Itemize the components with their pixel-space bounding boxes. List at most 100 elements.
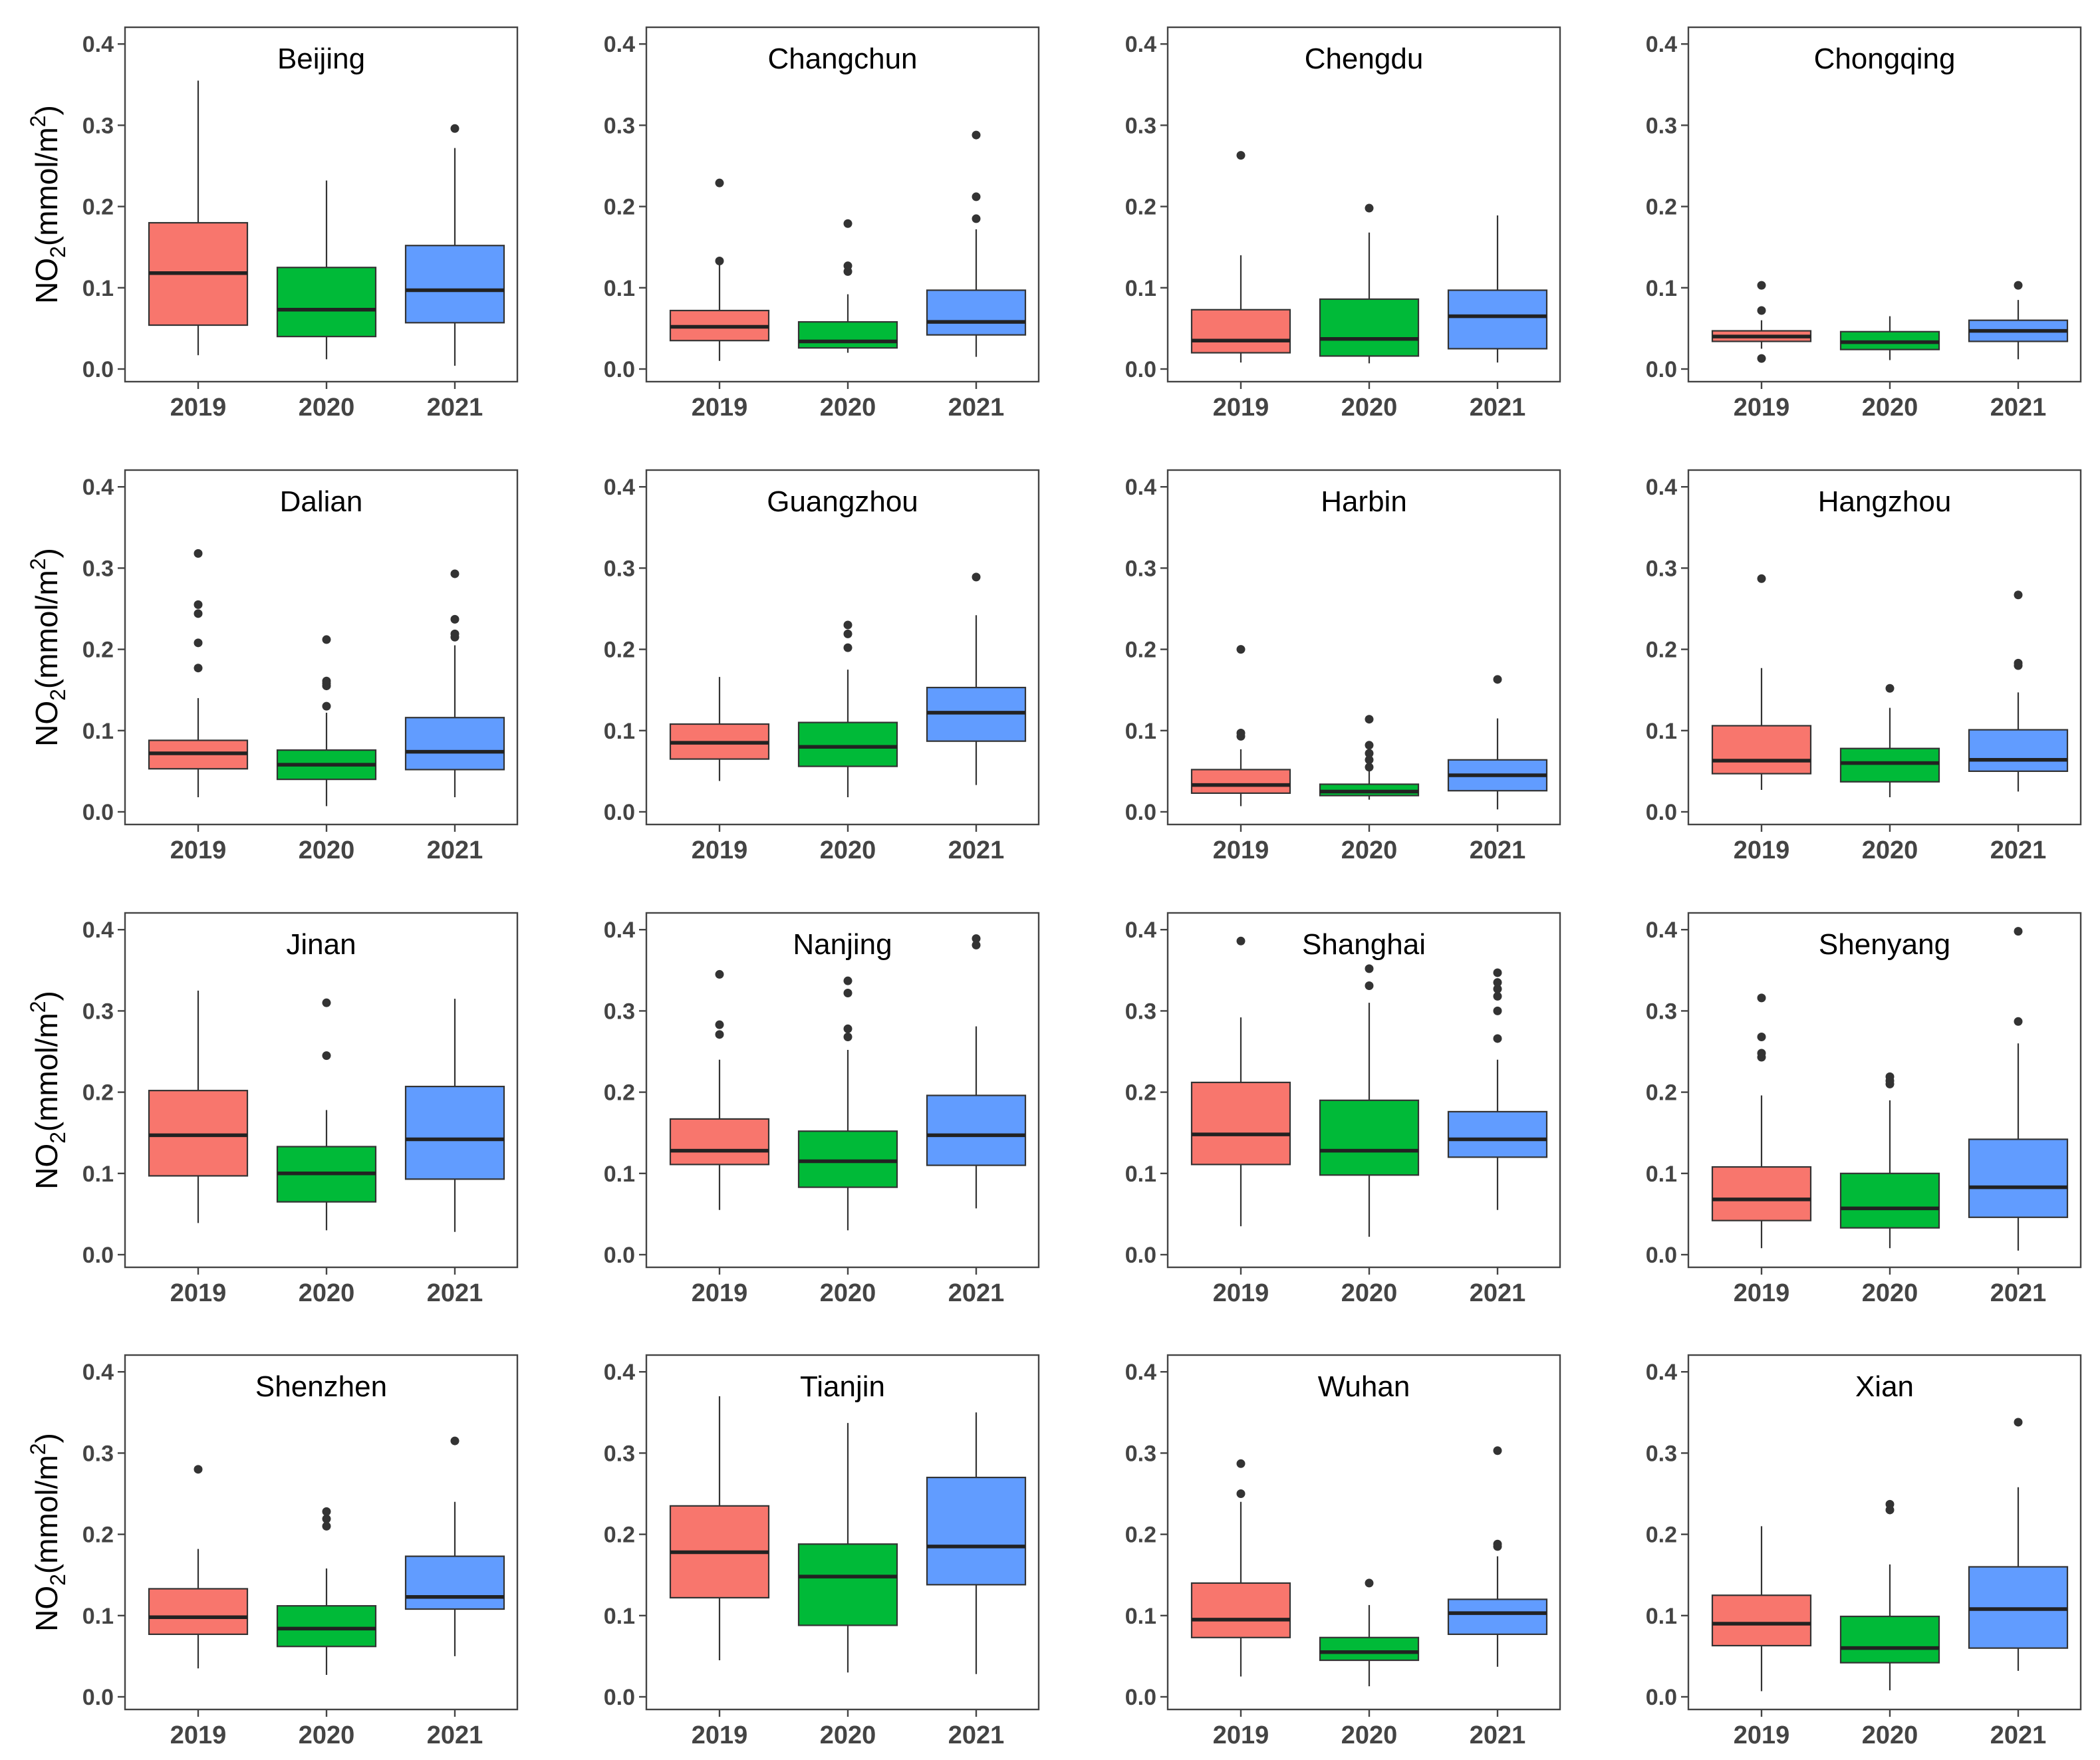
box-2019 <box>669 178 770 361</box>
y-tick-label: 0.1 <box>1646 276 1677 301</box>
outlier-point <box>1493 1446 1502 1455</box>
iqr-box <box>797 721 898 767</box>
x-tick-label: 2020 <box>820 1279 876 1307</box>
y-tick-label: 0.4 <box>604 1360 635 1385</box>
panel-wuhan: Wuhan 0.0 0.1 0.2 0.3 0.4 2019 2020 2021 <box>1125 1354 1561 1749</box>
outlier-point <box>843 989 853 998</box>
y-tick-label: 0.2 <box>604 195 635 220</box>
y-tick-label: 0.4 <box>604 475 635 500</box>
y-tick-label: 0.1 <box>82 719 114 744</box>
panel-title: Harbin <box>1321 485 1407 518</box>
box-2020 <box>1319 715 1420 800</box>
y-tick-label: 0.2 <box>1646 1523 1677 1548</box>
box-2020 <box>276 1507 377 1676</box>
panel-title: Xian <box>1855 1370 1914 1403</box>
box-2020 <box>1319 1578 1420 1687</box>
outlier-point <box>2014 590 2023 600</box>
x-tick-label: 2019 <box>1213 394 1269 422</box>
panel-hangzhou: Hangzhou 0.0 0.1 0.2 0.3 0.4 2019 2020 2021 <box>1646 469 2082 864</box>
x-tick-label: 2021 <box>1470 394 1526 422</box>
box-2021 <box>1968 590 2069 792</box>
y-tick-label: 0.3 <box>1646 1441 1677 1466</box>
x-tick-label: 2021 <box>1470 1279 1526 1307</box>
outlier-point <box>972 572 981 582</box>
y-tick-label: 0.1 <box>604 276 635 301</box>
y-tick-label: 0.4 <box>82 1360 114 1385</box>
y-tick-label: 0.0 <box>1125 1685 1156 1710</box>
x-tick-label: 2021 <box>427 1279 483 1307</box>
y-tick-label: 0.0 <box>82 1685 114 1710</box>
x-tick-label: 2020 <box>1862 394 1918 422</box>
x-tick-label: 2019 <box>1213 1721 1269 1749</box>
panel-title: Tianjin <box>800 1370 885 1403</box>
panel-title: Dalian <box>280 485 363 518</box>
y-tick-label: 0.4 <box>82 475 114 500</box>
x-tick-label: 2021 <box>948 836 1005 864</box>
iqr-box <box>276 267 377 338</box>
y-tick-label: 0.0 <box>82 357 114 382</box>
panel-title: Changchun <box>767 43 917 75</box>
y-tick-label: 0.3 <box>604 999 635 1024</box>
y-tick-label: 0.4 <box>1125 1360 1156 1385</box>
iqr-box <box>1839 747 1940 783</box>
y-tick-label: 0.1 <box>82 1604 114 1629</box>
y-tick-label: 0.2 <box>82 195 114 220</box>
y-tick-label: 0.2 <box>1125 1523 1156 1548</box>
outlier-point <box>843 1033 853 1042</box>
box-2021 <box>1447 215 1548 363</box>
outlier-point <box>715 1020 724 1029</box>
box-2019 <box>148 1465 249 1669</box>
x-tick-label: 2020 <box>299 1279 355 1307</box>
panel-title: Chongqing <box>1814 43 1956 75</box>
x-tick-label: 2019 <box>692 394 748 422</box>
outlier-point <box>450 614 459 624</box>
iqr-box <box>404 245 505 324</box>
y-tick-label: 0.0 <box>1646 357 1677 382</box>
iqr-box <box>404 1555 505 1610</box>
x-tick-label: 2020 <box>299 836 355 864</box>
y-tick-label: 0.2 <box>604 1523 635 1548</box>
iqr-box <box>148 1588 249 1636</box>
y-tick-label: 0.3 <box>82 1441 114 1466</box>
outlier-point <box>322 635 331 644</box>
x-tick-label: 2020 <box>820 394 876 422</box>
panel-shanghai: Shanghai 0.0 0.1 0.2 0.3 0.4 2019 2020 2021 <box>1125 912 1561 1307</box>
outlier-point <box>1885 684 1895 693</box>
outlier-point <box>972 214 981 223</box>
y-tick-label: 0.0 <box>82 800 114 825</box>
box-2020 <box>276 998 377 1231</box>
y-tick-label: 0.2 <box>1646 195 1677 220</box>
iqr-box <box>1319 298 1420 357</box>
y-axis-label: NO2(mmol/m2) <box>26 991 70 1190</box>
y-tick-label: 0.3 <box>1125 556 1156 581</box>
y-tick-label: 0.3 <box>1646 999 1677 1024</box>
x-tick-label: 2021 <box>427 394 483 422</box>
outlier-point <box>322 1507 331 1516</box>
panel-shenzhen: Shenzhen 0.0 0.1 0.2 0.3 0.4 2019 2020 2021 <box>82 1354 519 1749</box>
x-tick-label: 2019 <box>170 394 227 422</box>
x-tick-label: 2020 <box>299 1721 355 1749</box>
box-2021 <box>404 999 505 1232</box>
x-tick-label: 2020 <box>299 394 355 422</box>
x-tick-label: 2020 <box>1862 836 1918 864</box>
outlier-point <box>843 629 853 638</box>
outlier-point <box>1365 981 1374 991</box>
iqr-box <box>1447 1110 1548 1158</box>
iqr-box <box>1319 1099 1420 1176</box>
outlier-point <box>1365 203 1374 213</box>
panel-frame <box>645 912 1040 1269</box>
y-tick-label: 0.0 <box>1646 800 1677 825</box>
outlier-point <box>972 192 981 201</box>
x-tick-label: 2019 <box>1213 1279 1269 1307</box>
box-2019 <box>669 969 770 1210</box>
y-tick-label: 0.3 <box>1646 113 1677 138</box>
outlier-point <box>1365 715 1374 724</box>
iqr-box <box>1447 1598 1548 1636</box>
x-tick-label: 2020 <box>1341 1721 1398 1749</box>
box-2019 <box>1711 281 1812 363</box>
y-tick-label: 0.2 <box>1125 195 1156 220</box>
y-tick-label: 0.3 <box>604 556 635 581</box>
box-2019 <box>148 80 249 356</box>
box-2019 <box>1190 645 1291 807</box>
x-tick-label: 2019 <box>1734 1279 1790 1307</box>
